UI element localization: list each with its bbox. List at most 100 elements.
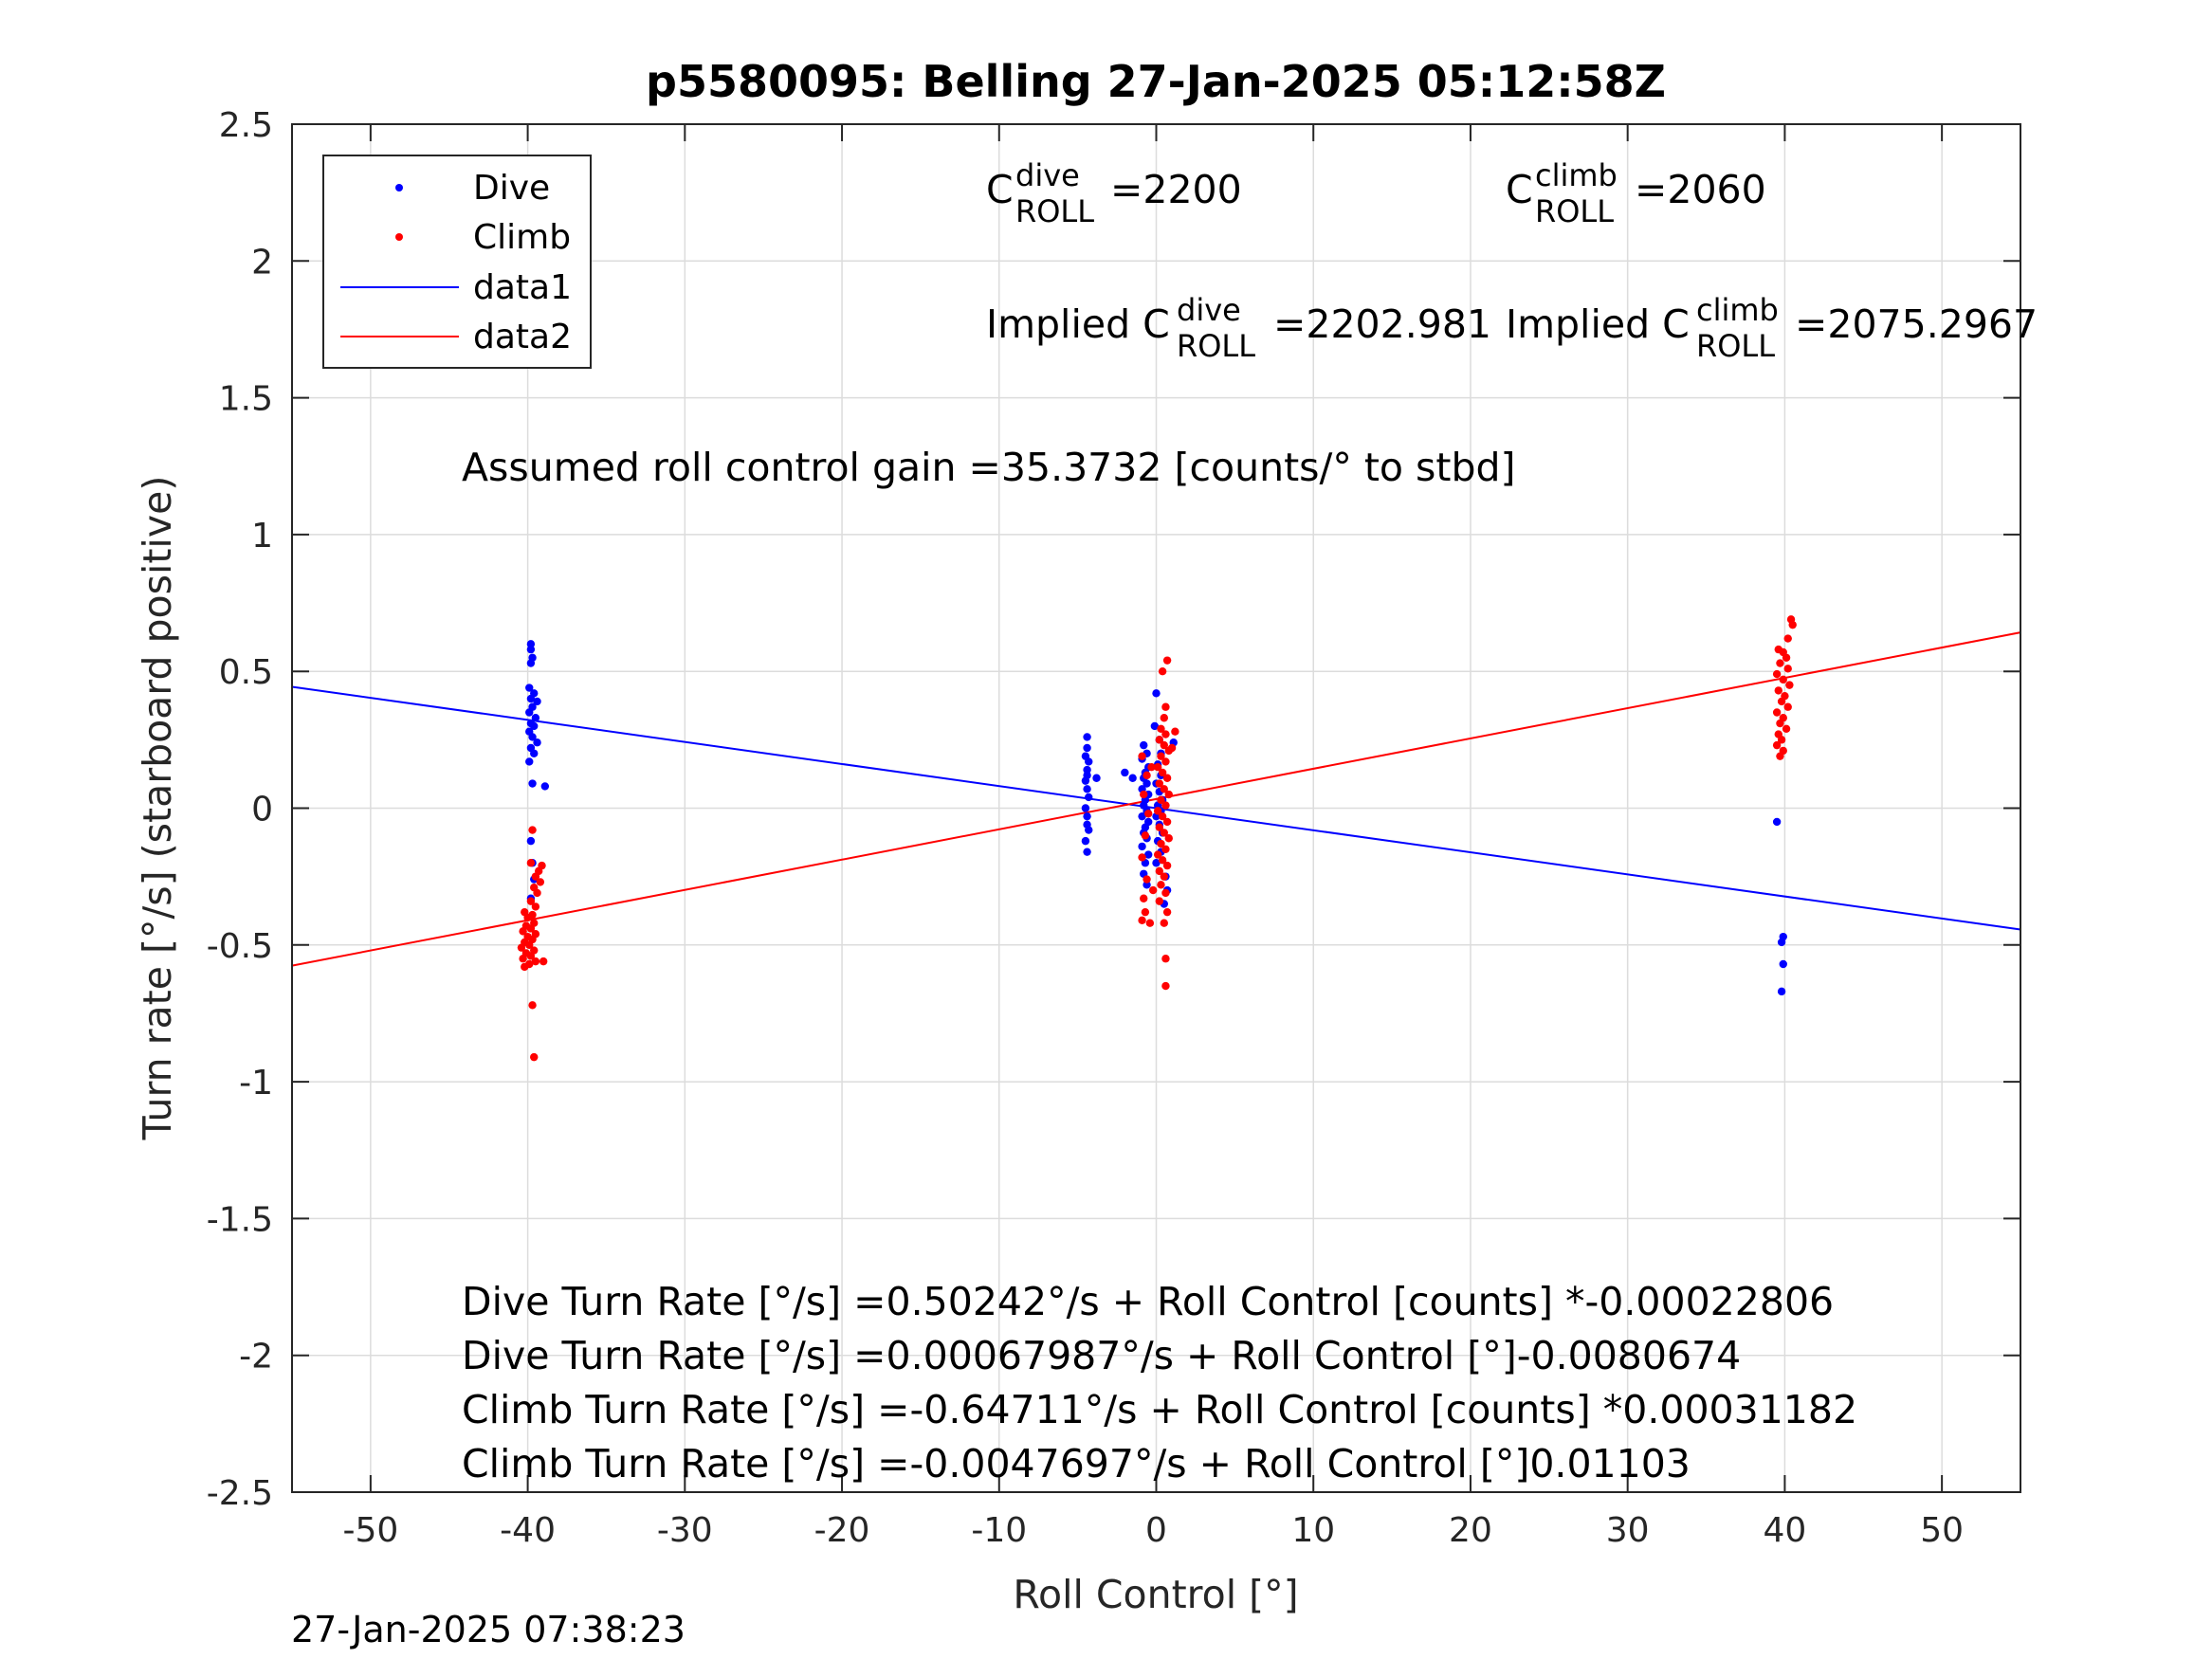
point-climb [1167,743,1177,753]
x-tick-label: 20 [1449,1511,1492,1550]
y-tick-label: -0.5 [207,927,273,966]
point-climb [1153,763,1162,772]
point-dive [526,694,536,703]
point-dive [530,721,539,731]
c-climb-base: C [1506,167,1533,212]
point-climb [1160,829,1168,837]
point-dive [540,782,550,791]
point-dive [1152,689,1161,698]
point-climb [539,957,548,966]
point-climb [1153,807,1162,815]
point-climb [526,897,536,905]
y-tick-label: 0 [251,791,273,830]
legend-climb-label: Climb [473,218,571,257]
c-dive-value: =2200 [1110,167,1242,212]
c-dive-base: C [986,167,1014,212]
point-climb [1158,768,1167,777]
point-climb [1171,727,1179,736]
point-climb [1772,669,1782,679]
point-dive [1121,768,1129,777]
point-climb [1161,702,1170,711]
point-climb [523,913,532,922]
implied-climb-sup: climb [1696,292,1779,328]
point-climb [531,957,540,966]
point-climb [1143,771,1151,780]
point-dive [1779,959,1787,969]
point-climb [1153,850,1162,859]
x-tick-label: 10 [1291,1511,1335,1550]
point-climb [1161,981,1170,991]
point-climb [1155,823,1164,831]
point-dive [533,697,541,706]
y-tick-label: 1.5 [219,380,273,419]
axis-ticks: -50 -40 -30 -20 -10 0 10 20 30 40 50 2.5 2 1.5 1 0.5 0 -0… [207,106,2020,1550]
point-dive [533,738,541,747]
c-climb-sup: climb [1535,157,1618,193]
point-dive [1083,733,1091,741]
point-dive [1150,721,1160,731]
y-tick-label: 1 [251,517,273,556]
point-climb [1147,763,1156,772]
x-tick-label: 50 [1920,1511,1964,1550]
point-climb [1161,730,1170,738]
point-dive [1143,881,1151,889]
point-dive [1085,793,1093,802]
implied-climb-prefix: Implied C [1506,301,1690,347]
y-tick-label: 2 [251,243,273,282]
implied-dive-sup: dive [1177,292,1241,328]
point-climb [1160,740,1168,750]
point-climb [1772,708,1782,717]
point-dive [1081,836,1090,846]
point-climb [1161,845,1170,853]
point-climb [1148,885,1158,895]
point-dive [1777,987,1786,996]
point-climb [1141,907,1150,917]
y-tick-label: -2 [239,1338,273,1376]
point-dive [1152,859,1161,867]
point-climb [536,878,545,886]
c-roll-dive-annotation: C dive ROLL =2200 [986,157,1242,229]
point-climb [1161,955,1170,963]
point-dive [1081,776,1090,785]
c-roll-climb-annotation: C climb ROLL =2060 [1506,157,1766,229]
fit-line-data2 [291,631,2021,967]
point-dive [525,708,534,717]
point-climb [1162,817,1172,827]
point-climb [1157,795,1165,805]
point-dive [1081,804,1090,812]
legend-box [322,155,592,369]
c-climb-sub: ROLL [1535,193,1614,229]
point-climb [1161,757,1170,766]
c-climb-value: =2060 [1635,167,1766,212]
point-climb [1160,714,1168,722]
point-dive [526,659,536,667]
y-tick-label: -2.5 [207,1474,273,1513]
point-climb [1160,872,1168,881]
point-dive [1143,779,1151,788]
point-dive [528,733,537,741]
point-climb [1141,831,1150,840]
point-dive [1144,850,1153,859]
point-climb [1138,853,1146,862]
point-climb [1779,675,1787,684]
point-climb [1158,667,1167,676]
point-climb [1160,785,1168,793]
legend: Dive Climb data1 data2 [322,155,592,369]
implied-climb-annotation: Implied C climb ROLL =2075.2967 [1506,292,2038,364]
point-climb [528,1001,537,1010]
point-climb [1138,752,1146,760]
point-climb [1777,736,1786,744]
climb-degrees-equation: Climb Turn Rate [°/s] =-0.0047697°/s + R… [462,1441,1691,1486]
point-climb [1162,774,1172,782]
point-climb [1157,881,1165,889]
point-climb [1162,861,1172,870]
point-climb [1782,653,1791,662]
point-climb [519,955,527,963]
point-climb [1162,656,1172,665]
point-climb [1783,634,1792,643]
point-climb [1782,724,1791,734]
point-climb [528,826,537,834]
point-climb [531,872,540,881]
y-tick-label: 0.5 [219,653,273,692]
